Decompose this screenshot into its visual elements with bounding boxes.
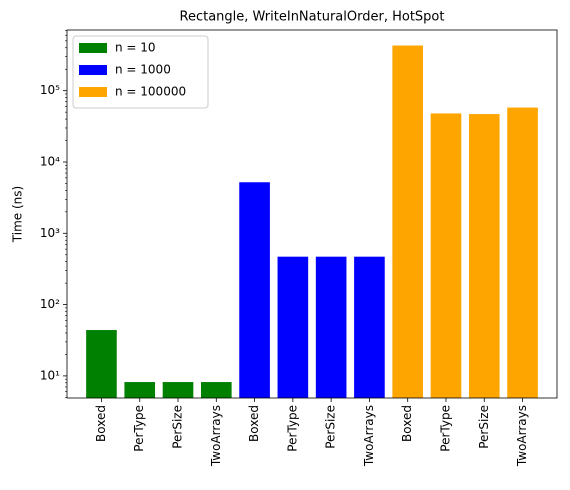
- plot-frame: [66, 29, 558, 399]
- y-tick-label: 10¹: [40, 368, 60, 382]
- legend-swatch: [79, 65, 107, 75]
- bar: [468, 114, 500, 399]
- bar: [162, 382, 194, 398]
- bar: [430, 113, 462, 398]
- x-tick-label: TwoArrays: [209, 405, 223, 467]
- x-tick-label: TwoArrays: [515, 405, 529, 467]
- legend-label: n = 10: [115, 41, 156, 55]
- bar: [392, 45, 424, 398]
- legend: n = 10 n = 1000 n = 100000: [72, 35, 209, 109]
- y-tick-label: 10³: [40, 226, 60, 240]
- x-tick-label: PerType: [285, 405, 299, 452]
- y-axis-label: Time (ns): [11, 186, 25, 243]
- bar: [200, 382, 232, 398]
- x-tick-label: PerType: [438, 405, 452, 452]
- x-tick-label: Boxed: [247, 405, 261, 442]
- x-tick-label: PerSize: [477, 405, 491, 449]
- x-tick-label: PerType: [132, 405, 146, 452]
- y-tick-label: 10²: [40, 297, 60, 311]
- legend-label: n = 1000: [115, 63, 171, 77]
- x-tick-label: TwoArrays: [362, 405, 376, 467]
- bar: [277, 256, 309, 398]
- y-tick-label: 10⁵: [40, 83, 60, 97]
- legend-label: n = 100000: [115, 85, 186, 99]
- y-tick-label: 10⁴: [40, 155, 60, 169]
- bar: [315, 256, 347, 398]
- bar: [124, 382, 156, 398]
- x-tick-label: Boxed: [400, 405, 414, 442]
- legend-swatch: [79, 43, 107, 53]
- bar: [507, 107, 538, 398]
- bar: [239, 182, 270, 398]
- bar: [86, 330, 117, 398]
- bar: [354, 256, 385, 398]
- x-tick-label: Boxed: [94, 405, 108, 442]
- legend-swatch: [79, 87, 107, 97]
- x-tick-label: PerSize: [324, 405, 338, 449]
- x-tick-label: PerSize: [171, 405, 185, 449]
- chart-title: Rectangle, WriteInNaturalOrder, HotSpot: [180, 10, 445, 25]
